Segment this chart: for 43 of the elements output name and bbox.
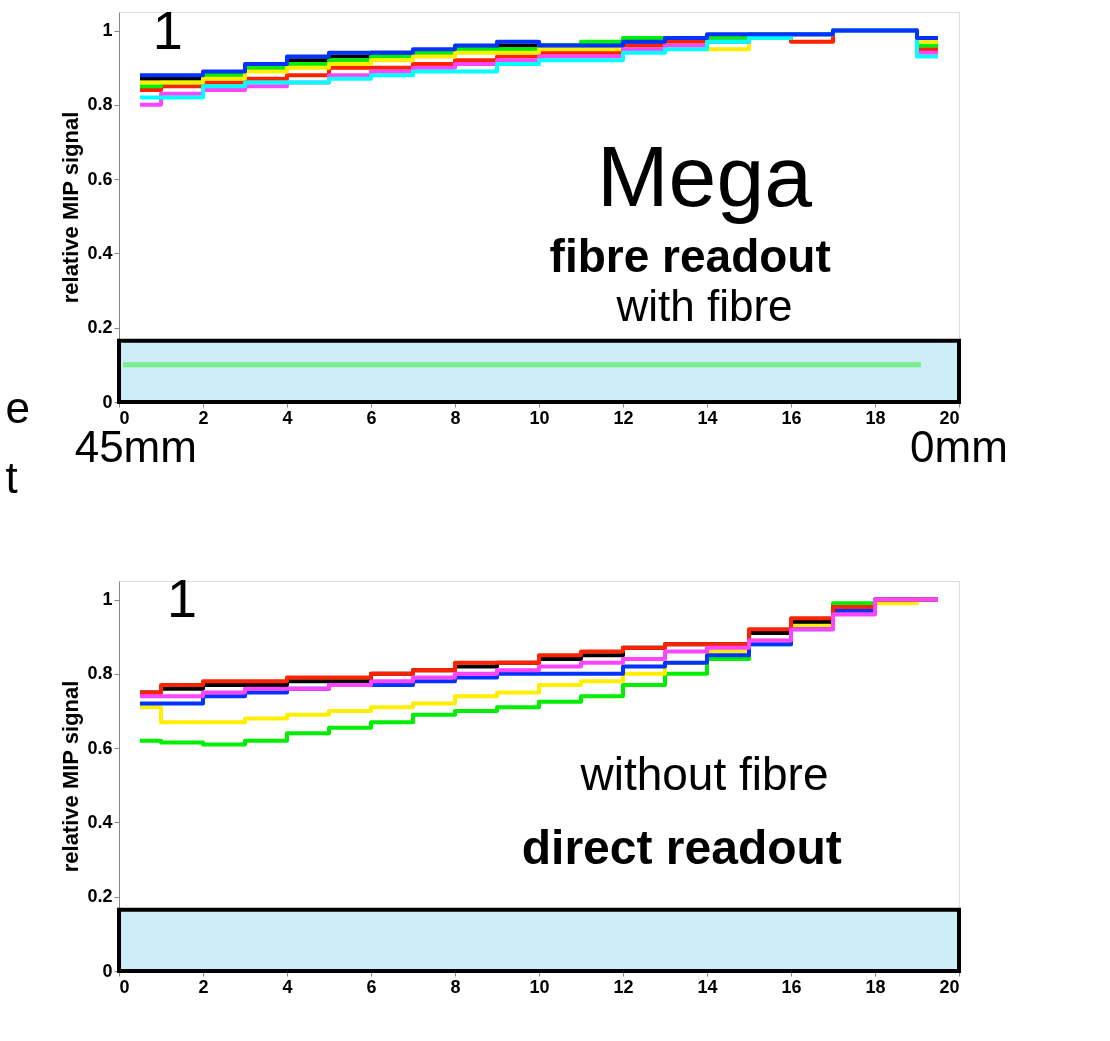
x-tick-label: 16: [781, 407, 802, 428]
y-tick-label: 0.4: [87, 242, 113, 263]
x-tick-label: 6: [366, 976, 377, 997]
y-axis-title: relative MIP signal: [58, 111, 84, 304]
y-tick-label: 0.6: [87, 168, 113, 189]
x-tick-label: 10: [529, 976, 550, 997]
x-tick-label: 12: [613, 407, 634, 428]
x-tick-label: 0: [119, 976, 130, 997]
x-tick-label: 4: [282, 976, 293, 997]
x-tick-label: 12: [613, 976, 634, 997]
x-tick-label: 2: [198, 407, 209, 428]
x-tick-label: 8: [450, 407, 461, 428]
y-tick-label: 0.6: [87, 737, 113, 758]
annotation: 1: [166, 567, 198, 628]
x-tick-label: 18: [865, 407, 886, 428]
y-tick-label: 0: [102, 391, 113, 412]
x-tick-label: 16: [781, 976, 802, 997]
x-tick-label: 14: [697, 407, 718, 428]
y-tick-label: 0.8: [87, 94, 113, 115]
x-tick-label: 18: [865, 976, 886, 997]
y-tick-label: 0.8: [87, 663, 113, 684]
x-tick-label: 4: [282, 407, 293, 428]
annotation: fibre readout: [549, 229, 831, 282]
y-tick-label: 0: [102, 960, 113, 981]
x-tick-label: 10: [529, 407, 550, 428]
annotation: 1: [152, 0, 183, 61]
annotation: without fibre: [579, 748, 829, 800]
text: e: [5, 382, 31, 432]
y-tick-label: 1: [102, 589, 113, 610]
y-tick-label: 0.4: [87, 811, 113, 832]
annotation: direct readout: [521, 821, 842, 875]
annotation: with fibre: [615, 281, 793, 331]
y-tick-label: 0.2: [87, 886, 113, 907]
y-axis-title: relative MIP signal: [58, 680, 84, 873]
y-tick-label: 1: [102, 20, 113, 41]
x-tick-label: 8: [450, 976, 461, 997]
x-tick-label: 6: [366, 407, 377, 428]
text: t: [5, 453, 18, 502]
x-tick-label: 14: [697, 976, 718, 997]
y-tick-label: 0.2: [87, 317, 113, 338]
x-tick-label: 20: [939, 976, 960, 997]
annotation: Mega: [596, 127, 813, 224]
x-tick-label: 2: [198, 976, 209, 997]
